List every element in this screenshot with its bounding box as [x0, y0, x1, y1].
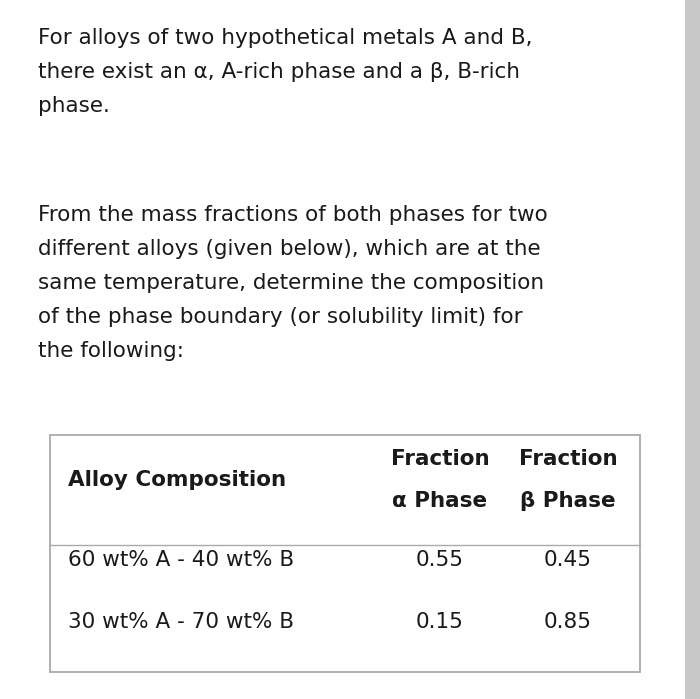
Text: 0.55: 0.55: [416, 550, 464, 570]
Text: 60 wt% A - 40 wt% B: 60 wt% A - 40 wt% B: [68, 550, 294, 570]
Text: 0.15: 0.15: [416, 612, 464, 632]
Text: From the mass fractions of both phases for two: From the mass fractions of both phases f…: [38, 205, 547, 225]
Text: Fraction: Fraction: [391, 449, 489, 469]
Text: For alloys of two hypothetical metals A and B,: For alloys of two hypothetical metals A …: [38, 28, 533, 48]
Text: Alloy Composition: Alloy Composition: [68, 470, 286, 490]
Text: 0.85: 0.85: [544, 612, 592, 632]
Text: different alloys (given below), which are at the: different alloys (given below), which ar…: [38, 239, 540, 259]
Text: the following:: the following:: [38, 341, 184, 361]
Text: 30 wt% A - 70 wt% B: 30 wt% A - 70 wt% B: [68, 612, 294, 632]
Text: there exist an α, A-rich phase and a β, B-rich: there exist an α, A-rich phase and a β, …: [38, 62, 520, 82]
Text: Fraction: Fraction: [519, 449, 617, 469]
FancyBboxPatch shape: [0, 0, 685, 699]
Text: β Phase: β Phase: [520, 491, 616, 511]
Text: 0.45: 0.45: [544, 550, 592, 570]
Text: phase.: phase.: [38, 96, 110, 116]
FancyBboxPatch shape: [685, 0, 700, 699]
Text: of the phase boundary (or solubility limit) for: of the phase boundary (or solubility lim…: [38, 307, 523, 327]
FancyBboxPatch shape: [50, 435, 640, 672]
Text: same temperature, determine the composition: same temperature, determine the composit…: [38, 273, 544, 293]
Text: α Phase: α Phase: [393, 491, 488, 511]
